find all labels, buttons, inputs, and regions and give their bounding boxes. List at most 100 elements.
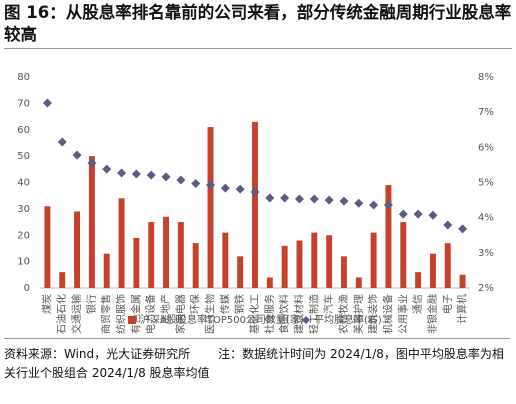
- bar: [444, 243, 451, 288]
- y-tick-label: 60: [17, 125, 30, 136]
- x-tick-label: 计算机: [456, 294, 469, 324]
- bar: [266, 277, 273, 288]
- marker: [413, 209, 423, 219]
- bar: [177, 222, 184, 288]
- legend-swatch: [302, 316, 310, 324]
- x-tick-label: 煤炭: [40, 294, 53, 314]
- x-tick-label: 基础化工: [248, 294, 261, 334]
- legend-label: 平均股息率(右): [314, 313, 382, 326]
- y-tick-label: 20: [17, 230, 30, 241]
- bar: [44, 206, 51, 288]
- bar: [281, 245, 288, 288]
- marker: [428, 210, 438, 220]
- x-tick-label: 银行: [85, 294, 98, 314]
- marker: [220, 183, 230, 193]
- marker: [42, 98, 52, 108]
- y2-tick-label: 2%: [478, 283, 494, 294]
- source: 资料来源：Wind，光大证券研究所: [4, 347, 191, 361]
- x-tick-label: 食品饮料: [278, 294, 291, 334]
- x-tick-label: 电力设备: [144, 294, 157, 334]
- x-tick-label: 建筑材料: [292, 294, 305, 334]
- bar: [74, 211, 81, 288]
- x-tick-label: 社会服务: [263, 294, 276, 334]
- marker: [265, 193, 275, 203]
- x-tick-label: 钢铁: [233, 294, 246, 314]
- x-tick-label: 美容护理: [352, 294, 365, 334]
- x-tick-label: 轻工制造: [307, 294, 320, 334]
- bar: [385, 185, 392, 288]
- x-tick-label: 石油石化: [55, 294, 68, 334]
- x-tick-label: 传媒: [219, 294, 231, 314]
- bar: [326, 235, 333, 288]
- y-tick-label: 80: [17, 72, 30, 83]
- x-tick-label: 医药生物: [204, 294, 217, 334]
- marker: [235, 184, 245, 194]
- bar: [222, 232, 229, 288]
- y2-tick-label: 7%: [478, 107, 494, 118]
- marker: [87, 158, 97, 168]
- bar: [207, 127, 214, 288]
- bar: [370, 232, 377, 288]
- marker: [102, 164, 112, 174]
- footer: 资料来源：Wind，光大证券研究所 注：数据统计时间为 2024/1/8，图中平均…: [4, 338, 510, 383]
- x-tick-label: 建筑装饰: [367, 294, 380, 334]
- marker: [206, 180, 216, 190]
- x-tick-label: 机械设备: [381, 294, 394, 334]
- bar: [355, 277, 362, 288]
- x-tick-label: 农林牧渔: [337, 294, 350, 334]
- marker: [146, 170, 156, 180]
- bar: [192, 243, 199, 288]
- bar: [148, 222, 155, 288]
- y-tick-label: 10: [17, 257, 30, 268]
- marker: [117, 168, 127, 178]
- bar: [163, 216, 169, 288]
- x-tick-label: 电子: [441, 294, 454, 314]
- bar: [311, 232, 318, 288]
- y-tick-label: 30: [17, 204, 30, 215]
- y2-tick-label: 5%: [478, 178, 494, 189]
- marker: [383, 200, 393, 210]
- marker: [280, 193, 290, 203]
- bar: [118, 198, 125, 288]
- marker: [369, 200, 379, 210]
- bar: [103, 253, 110, 288]
- chart-title: 图 16：从股息率排名靠前的公司来看，部分传统金融周期行业股息率较高: [4, 2, 512, 49]
- x-tick-label: 家用电器: [174, 294, 187, 334]
- bar: [415, 272, 422, 288]
- y-tick-label: 50: [17, 151, 30, 162]
- x-tick-label: 有色金属: [129, 294, 142, 334]
- y-tick-label: 70: [17, 98, 30, 109]
- marker: [161, 172, 171, 182]
- x-tick-label: 交通运输: [70, 294, 83, 334]
- legend-label: 沪深A股股息率TOP500公司数量(家): [140, 313, 304, 326]
- marker: [339, 196, 349, 206]
- y2-tick-label: 8%: [478, 72, 494, 83]
- note: 注：数据统计时间为 2024/1/8，图中平均股息率为相关行业个股组合 2024…: [4, 347, 504, 380]
- y2-tick-label: 6%: [478, 142, 494, 153]
- bar: [133, 237, 140, 288]
- marker: [72, 150, 82, 160]
- marker: [443, 220, 453, 230]
- y-tick-label: 40: [17, 178, 30, 189]
- marker: [354, 198, 364, 208]
- x-tick-label: 房地产: [159, 294, 172, 324]
- marker: [176, 175, 186, 185]
- x-tick-label: 纺织服饰: [115, 294, 128, 334]
- chart: 0 10 20 30 40 50 60 70 80 2% 3% 4% 5% 6% 7% 8% 煤炭 石油石化 交通运…: [17, 72, 494, 334]
- bar: [59, 272, 66, 288]
- marker: [250, 187, 260, 197]
- marker: [57, 137, 67, 147]
- bar: [237, 256, 244, 288]
- x-tick-label: 汽车: [322, 294, 335, 314]
- bar: [88, 156, 95, 288]
- bar: [296, 240, 303, 288]
- y2-tick-label: 3%: [478, 248, 494, 259]
- x-tick-label: 环保: [189, 294, 202, 314]
- y2-tick-label: 4%: [478, 213, 494, 224]
- bar: [429, 253, 436, 288]
- marker: [191, 179, 201, 189]
- marker: [309, 194, 319, 204]
- x-tick-label: 非银金融: [426, 294, 439, 334]
- x-tick-label: 公用事业: [396, 294, 409, 334]
